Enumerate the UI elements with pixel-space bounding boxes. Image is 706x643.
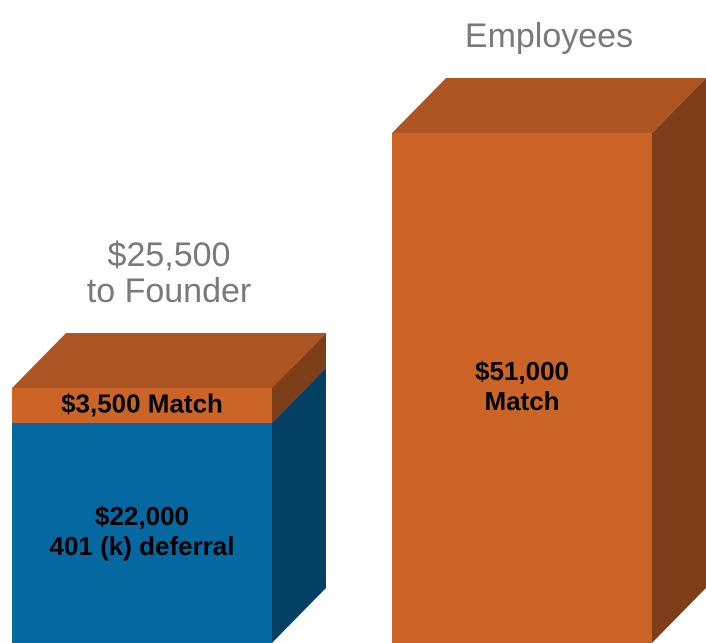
bar-side bbox=[652, 78, 706, 643]
category-label: $25,500 bbox=[108, 236, 231, 274]
value-label: $3,500 Match bbox=[61, 388, 223, 418]
bar-front bbox=[392, 133, 652, 643]
value-label: 401 (k) deferral bbox=[50, 531, 235, 561]
bar-top bbox=[392, 78, 706, 133]
category-label: to Founder bbox=[87, 272, 251, 310]
value-label: $22,000 bbox=[95, 501, 189, 531]
bar-top bbox=[12, 333, 326, 388]
bar-side bbox=[272, 333, 326, 423]
value-label: Match bbox=[484, 386, 559, 416]
bar-front bbox=[12, 423, 272, 643]
bar-side bbox=[272, 368, 326, 643]
category-label: Employees bbox=[465, 17, 633, 55]
value-label: $51,000 bbox=[475, 356, 569, 386]
bar-front bbox=[12, 388, 272, 423]
